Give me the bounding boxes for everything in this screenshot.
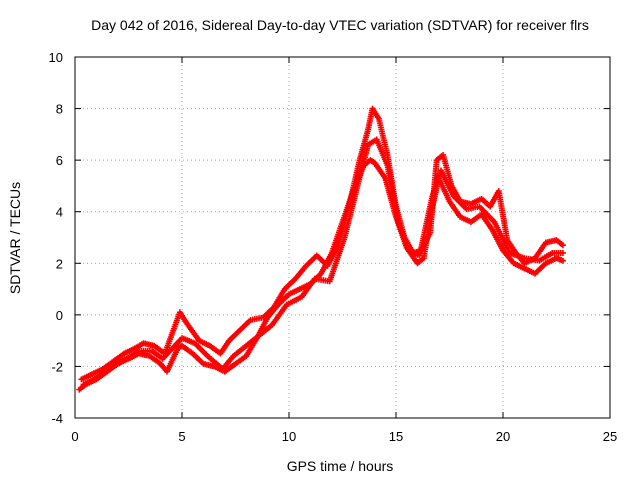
x-tick-label: 15 [389,429,403,444]
y-tick-label: -4 [51,411,63,426]
y-tick-label: 6 [56,153,63,168]
y-axis-label: SDTVAR / TECUs [7,182,23,294]
x-tick-label: 10 [282,429,296,444]
data-point [559,257,566,264]
y-tick-label: -2 [51,359,63,374]
y-tick-label: 8 [56,102,63,117]
x-tick-label: 5 [178,429,185,444]
x-tick-label: 20 [496,429,510,444]
data-point [559,249,566,256]
data-point [559,242,566,249]
plot-frame [74,56,611,419]
x-tick-label: 0 [71,429,78,444]
y-tick-label: 2 [56,256,63,271]
chart-title: Day 042 of 2016, Sidereal Day-to-day VTE… [91,17,589,33]
y-tick-label: 10 [49,50,63,65]
x-tick-label: 25 [603,429,617,444]
y-tick-label: 4 [56,205,63,220]
axis-ticks: 0 5 10 15 20 25 -4 -2 0 2 4 6 8 10 [49,50,618,444]
data-marks [76,105,566,393]
y-tick-label: 0 [56,308,63,323]
x-axis-label: GPS time / hours [287,458,394,474]
